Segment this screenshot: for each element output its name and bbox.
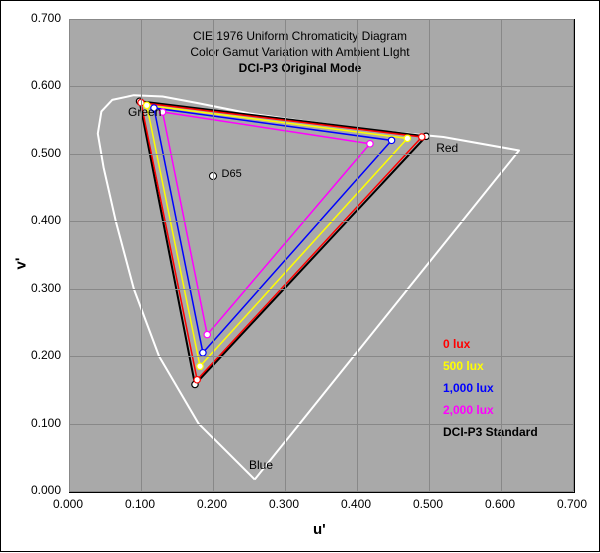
x-gridline: [357, 19, 358, 491]
y-tick-label: 0.300: [31, 281, 61, 295]
x-gridline: [213, 19, 214, 491]
y-tick-label: 0.600: [31, 78, 61, 92]
legend-500lux: 500 lux: [443, 359, 484, 373]
x-tick-label: 0.700: [557, 497, 587, 511]
legend-dcip3: DCI-P3 Standard: [443, 425, 538, 439]
x-gridline: [573, 19, 574, 491]
x-tick-label: 0.100: [125, 497, 155, 511]
chart-svg: [1, 1, 600, 553]
y-gridline: [69, 424, 573, 425]
x-tick-label: 0.500: [413, 497, 443, 511]
x-gridline: [141, 19, 142, 491]
y-tick-label: 0.200: [31, 348, 61, 362]
legend-1000lux: 1,000 lux: [443, 381, 494, 395]
x-tick-label: 0.200: [197, 497, 227, 511]
region-label-green: Green: [128, 105, 161, 119]
x-tick-label: 0.400: [341, 497, 371, 511]
y-tick-label: 0.400: [31, 213, 61, 227]
d65-label: D65: [222, 168, 242, 180]
y-gridline: [69, 356, 573, 357]
x-gridline: [69, 19, 70, 491]
x-tick-label: 0.600: [485, 497, 515, 511]
y-gridline: [69, 221, 573, 222]
y-tick-label: 0.500: [31, 146, 61, 160]
x-gridline: [285, 19, 286, 491]
chromaticity-chart: CIE 1976 Uniform Chromaticity Diagram Co…: [0, 0, 600, 552]
y-gridline: [69, 491, 573, 492]
legend-0lux: 0 lux: [443, 337, 470, 351]
x-gridline: [501, 19, 502, 491]
x-tick-label: 0.300: [269, 497, 299, 511]
x-tick-label: 0.000: [53, 497, 83, 511]
y-gridline: [69, 289, 573, 290]
y-gridline: [69, 19, 573, 20]
x-gridline: [429, 19, 430, 491]
y-tick-label: 0.100: [31, 416, 61, 430]
y-tick-label: 0.700: [31, 11, 61, 25]
region-label-blue: Blue: [249, 458, 273, 472]
legend-2000lux: 2,000 lux: [443, 403, 494, 417]
y-gridline: [69, 86, 573, 87]
y-gridline: [69, 154, 573, 155]
y-tick-label: 0.000: [31, 483, 61, 497]
